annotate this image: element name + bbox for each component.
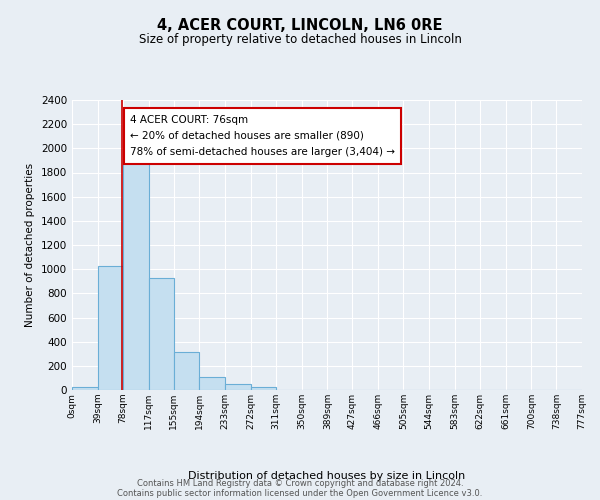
Text: Size of property relative to detached houses in Lincoln: Size of property relative to detached ho… [139,32,461,46]
Bar [149,278,174,390]
Bar [174,352,199,390]
Bar [72,387,98,390]
Bar [199,378,225,390]
Bar [123,160,149,390]
Text: Contains HM Land Registry data © Crown copyright and database right 2024.: Contains HM Land Registry data © Crown c… [137,478,463,488]
Bar [98,266,123,390]
Text: 4, ACER COURT, LINCOLN, LN6 0RE: 4, ACER COURT, LINCOLN, LN6 0RE [157,18,443,32]
Bar [225,384,251,390]
X-axis label: Distribution of detached houses by size in Lincoln: Distribution of detached houses by size … [188,471,466,481]
Y-axis label: Number of detached properties: Number of detached properties [25,163,35,327]
Text: 4 ACER COURT: 76sqm
← 20% of detached houses are smaller (890)
78% of semi-detac: 4 ACER COURT: 76sqm ← 20% of detached ho… [130,114,395,158]
Bar [251,387,276,390]
Text: Contains public sector information licensed under the Open Government Licence v3: Contains public sector information licen… [118,488,482,498]
